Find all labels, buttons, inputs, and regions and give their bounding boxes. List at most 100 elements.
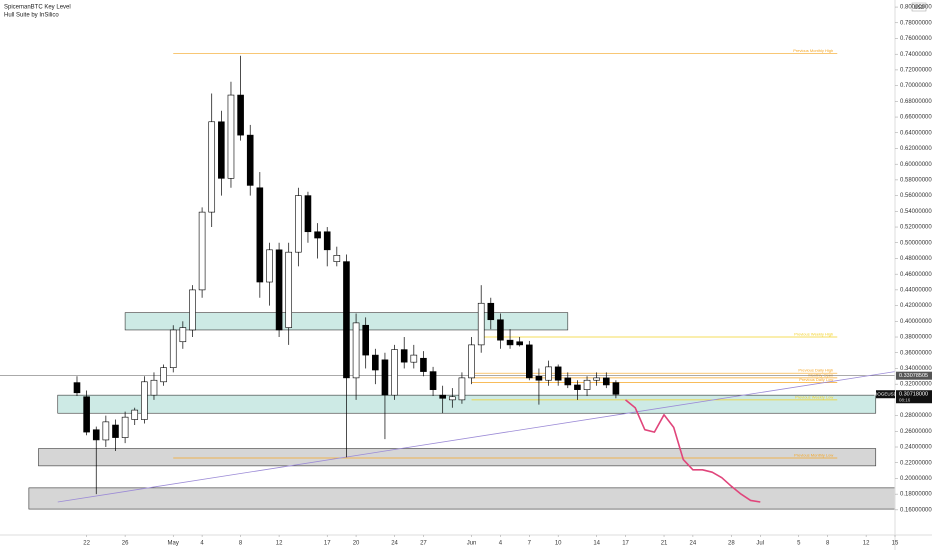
last-price-label: 0.30718000 [899, 392, 928, 398]
candle-body [583, 379, 591, 390]
countdown-label: 08:16 [899, 397, 911, 402]
candle-body [112, 424, 119, 438]
key-level-label: Previous Monthly Low [794, 453, 833, 458]
y-tick-label: 0.42000000 [900, 303, 932, 309]
candle-body [477, 302, 485, 346]
y-tick-label: 0.34000000 [900, 366, 932, 372]
x-tick-label: 27 [420, 541, 427, 547]
candle-body [468, 344, 475, 379]
symbol-tag [876, 390, 895, 399]
y-tick-label: 0.76000000 [900, 36, 932, 42]
x-tick-label: 26 [122, 541, 129, 547]
candle-body [372, 354, 379, 371]
candle-body [131, 409, 139, 420]
candle-body [381, 359, 389, 396]
candle-body [83, 396, 90, 433]
candle-body [169, 329, 177, 368]
candle-body [391, 349, 398, 396]
x-tick-label: Jun [467, 541, 477, 547]
price-line-label: 0.33078505 [899, 373, 928, 379]
chart-title: SpicemanBTC Key Level [4, 5, 71, 11]
last-price-tag [896, 390, 932, 404]
y-tick-label: 0.60000000 [900, 162, 932, 168]
candle-body [237, 94, 244, 136]
candle-body [449, 396, 456, 401]
symbol-label: DOGEUSD [874, 391, 898, 396]
y-tick-label: 0.70000000 [900, 83, 932, 89]
key-level-label: Previous Weekly High [794, 332, 833, 337]
candle-body [275, 249, 283, 331]
y-tick-label: 0.68000000 [900, 99, 932, 105]
y-tick-label: 0.74000000 [900, 52, 932, 58]
y-tick-label: 0.52000000 [900, 225, 932, 231]
y-tick-label: 0.40000000 [900, 319, 932, 325]
x-tick-label: 4 [499, 541, 503, 547]
candle-body [121, 416, 129, 438]
x-tick-label: 21 [661, 541, 668, 547]
key-zone [57, 394, 877, 414]
candle-body [323, 231, 331, 251]
candle-body [352, 322, 360, 379]
x-tick-label: 28 [728, 541, 735, 547]
y-tick-label: 0.44000000 [900, 287, 932, 293]
trendline [57, 371, 896, 503]
candle-body [420, 357, 427, 372]
y-tick-label: 0.32000000 [900, 382, 932, 388]
candle-body [179, 327, 187, 343]
y-tick-label: 0.50000000 [900, 240, 932, 246]
x-tick-label: 17 [324, 541, 331, 547]
x-tick-label: 17 [622, 541, 629, 547]
y-tick-label: 0.16000000 [900, 507, 932, 513]
x-tick-label: 15 [892, 541, 899, 547]
y-tick-label: 0.64000000 [900, 130, 932, 136]
candle-body [285, 251, 293, 328]
x-tick-label: Jul [756, 541, 764, 547]
key-level-label: Previous Daily High [798, 368, 833, 373]
candle-body [208, 121, 216, 213]
candle-body [554, 366, 562, 381]
key-level-label: Monthly Open [808, 372, 833, 377]
candle-body [410, 354, 418, 363]
x-tick-label: 10 [555, 541, 562, 547]
y-tick-label: 0.78000000 [900, 20, 932, 26]
x-tick-label: 5 [797, 541, 801, 547]
candle-body [612, 382, 620, 395]
plot-area: Previous Monthly High Previous Weekly Hig… [0, 48, 896, 510]
candle-body [593, 377, 600, 381]
candle-body [160, 367, 167, 383]
candle-body [506, 339, 514, 346]
candle-body [102, 421, 110, 441]
y-tick-label: 0.26000000 [900, 429, 932, 435]
candle-body [526, 344, 533, 379]
x-tick-label: 7 [528, 541, 532, 547]
candle-body [516, 341, 523, 346]
currency-badge[interactable] [911, 2, 927, 12]
y-tick-label: 0.28000000 [900, 413, 932, 419]
candle-body [304, 195, 312, 233]
y-tick-label: 0.80000000 [900, 5, 932, 11]
x-tick-label: 4 [200, 541, 204, 547]
x-tick-label: 8 [239, 541, 243, 547]
y-tick-label: 0.24000000 [900, 445, 932, 451]
x-tick-label: 20 [353, 541, 360, 547]
indicator-name: Hull Suite by InSilico [4, 13, 59, 19]
y-tick-label: 0.36000000 [900, 350, 932, 356]
candle-body [458, 377, 466, 401]
candle-body [574, 384, 581, 390]
x-tick-label: May [168, 541, 179, 547]
x-tick-label: 14 [593, 541, 600, 547]
projection-path [624, 399, 761, 503]
x-tick-label: 24 [391, 541, 398, 547]
y-tick-label: 0.58000000 [900, 177, 932, 183]
y-tick-label: 0.56000000 [900, 193, 932, 199]
currency-label: USD [914, 5, 925, 11]
candle-body [227, 94, 235, 179]
candle-body [141, 381, 148, 420]
y-tick-label: 0.48000000 [900, 256, 932, 262]
candle-body [218, 121, 225, 179]
candle-body [246, 134, 254, 186]
key-level-label: Previous Daily Low [799, 377, 833, 382]
candle-body [429, 371, 437, 390]
